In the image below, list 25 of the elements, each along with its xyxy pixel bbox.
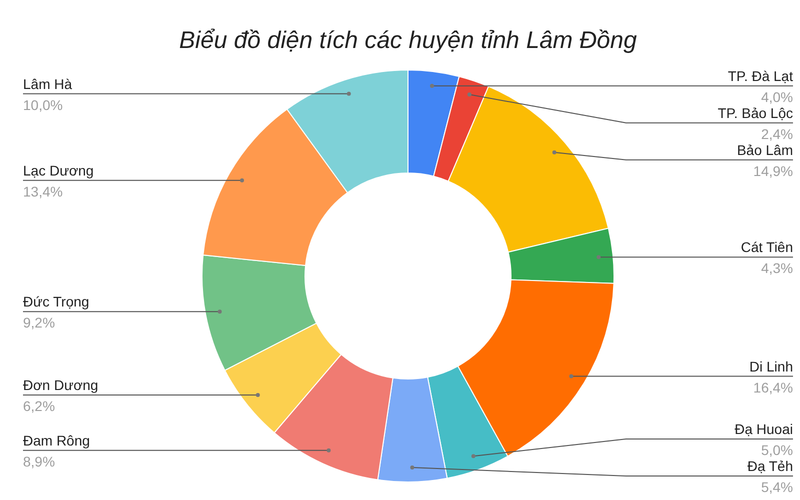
data-label: 10,0% bbox=[23, 96, 63, 113]
chart-title: Biểu đồ diện tích các huyện tỉnh Lâm Đồng bbox=[179, 27, 638, 54]
slice-label: Đạ Huoai bbox=[734, 421, 793, 437]
slice-label: Di Linh bbox=[749, 358, 793, 374]
slice-label: Đơn Dương bbox=[23, 376, 98, 393]
data-label: 6,2% bbox=[23, 398, 55, 414]
data-label: 8,9% bbox=[23, 453, 55, 470]
slice-label: Bảo Lâm bbox=[736, 142, 793, 158]
slice-label: Đam Rông bbox=[23, 432, 90, 448]
data-label: 9,2% bbox=[23, 314, 55, 331]
data-label: 4,3% bbox=[761, 260, 793, 276]
data-label: 4,0% bbox=[761, 88, 793, 105]
slice-label: Đạ Tẻh bbox=[747, 458, 793, 474]
data-label: 16,4% bbox=[753, 379, 793, 396]
slice-label: TP. Bảo Lộc bbox=[718, 104, 793, 121]
slice-label: Đức Trọng bbox=[23, 294, 90, 310]
data-label: 14,9% bbox=[753, 162, 793, 179]
data-label: 2,4% bbox=[761, 126, 793, 142]
slice-label: Lâm Hà bbox=[23, 76, 72, 92]
slice-label: Cát Tiên bbox=[740, 239, 793, 256]
data-label: 5,4% bbox=[761, 479, 793, 495]
slice-label: TP. Đà Lạt bbox=[728, 68, 794, 84]
data-label: 13,4% bbox=[23, 183, 63, 200]
data-label: 5,0% bbox=[761, 442, 793, 458]
slice-label: Lạc Dương bbox=[23, 162, 94, 178]
